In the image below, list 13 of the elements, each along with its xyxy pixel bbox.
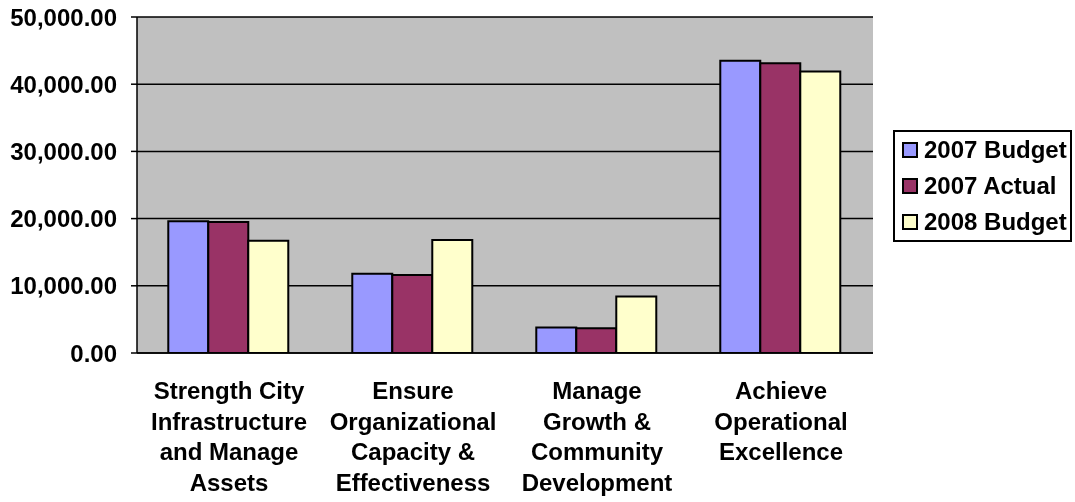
y-tick-label: 0.00 [70,339,117,367]
legend-label: 2007 Actual [924,172,1057,200]
y-tick-label: 30,000.00 [10,137,117,165]
x-tick-label: Strength City Infrastructure and Manage Assets [150,377,308,496]
y-tick-label: 50,000.00 [10,3,117,31]
legend-label: 2007 Budget [924,136,1067,164]
x-tick-label: Ensure Organizational Capacity & Effectiveness [329,377,497,496]
x-tick-label: Achieve Operational Excellence [714,377,848,466]
y-tick-label: 20,000.00 [10,205,117,233]
y-tick-label: 10,000.00 [10,272,117,300]
y-tick-label: 40,000.00 [10,70,117,98]
legend-label: 2008 Budget [924,208,1067,236]
x-tick-label: Manage Growth & Community Development [521,377,673,496]
